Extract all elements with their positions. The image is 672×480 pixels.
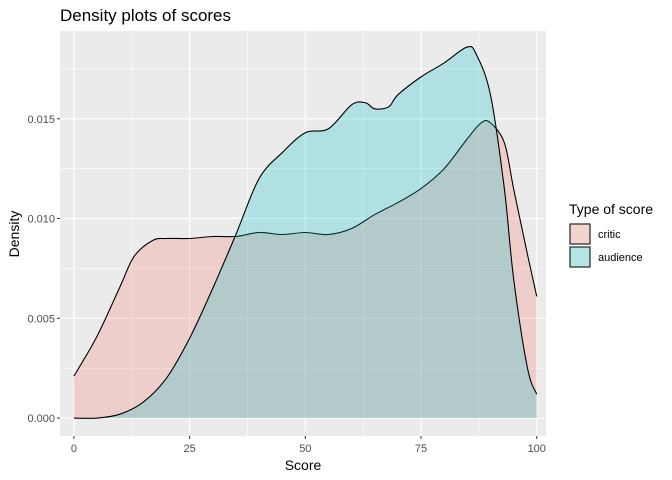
chart-title: Density plots of scores [60,6,231,25]
y-tick-label: 0.000 [27,413,55,425]
density-line-audience [73,45,538,419]
x-axis-ticks: 0 25 50 75 100 [71,436,546,455]
minor-gridlines [60,31,546,436]
legend-swatch-audience [569,246,591,268]
x-tick-label: 25 [183,443,195,455]
legend-title: Type of score [569,201,653,217]
density-line-critic [73,119,538,377]
density-area-critic [73,120,537,419]
legend-label-audience: audience [598,252,643,264]
legend: Type of score critic audience [569,201,653,268]
density-areas [73,45,538,419]
x-tick-label: 0 [71,443,77,455]
x-tick-label: 100 [528,443,546,455]
y-tick-label: 0.015 [27,114,55,126]
y-tick-label: 0.010 [27,214,55,226]
legend-swatch-critic [569,223,591,245]
y-axis-ticks: 0.000 0.005 0.010 0.015 [27,114,60,425]
legend-label-critic: critic [598,229,621,241]
legend-key-bg-critic [569,223,591,245]
x-axis-label: Score [285,457,322,473]
y-tick-label: 0.005 [27,313,55,325]
x-tick-label: 50 [299,443,311,455]
plot-panel [60,31,546,436]
density-area-audience [73,46,537,419]
x-tick-label: 75 [415,443,427,455]
major-gridlines [60,31,546,436]
legend-key-bg-audience [569,246,591,268]
y-axis-label: Density [6,211,22,258]
